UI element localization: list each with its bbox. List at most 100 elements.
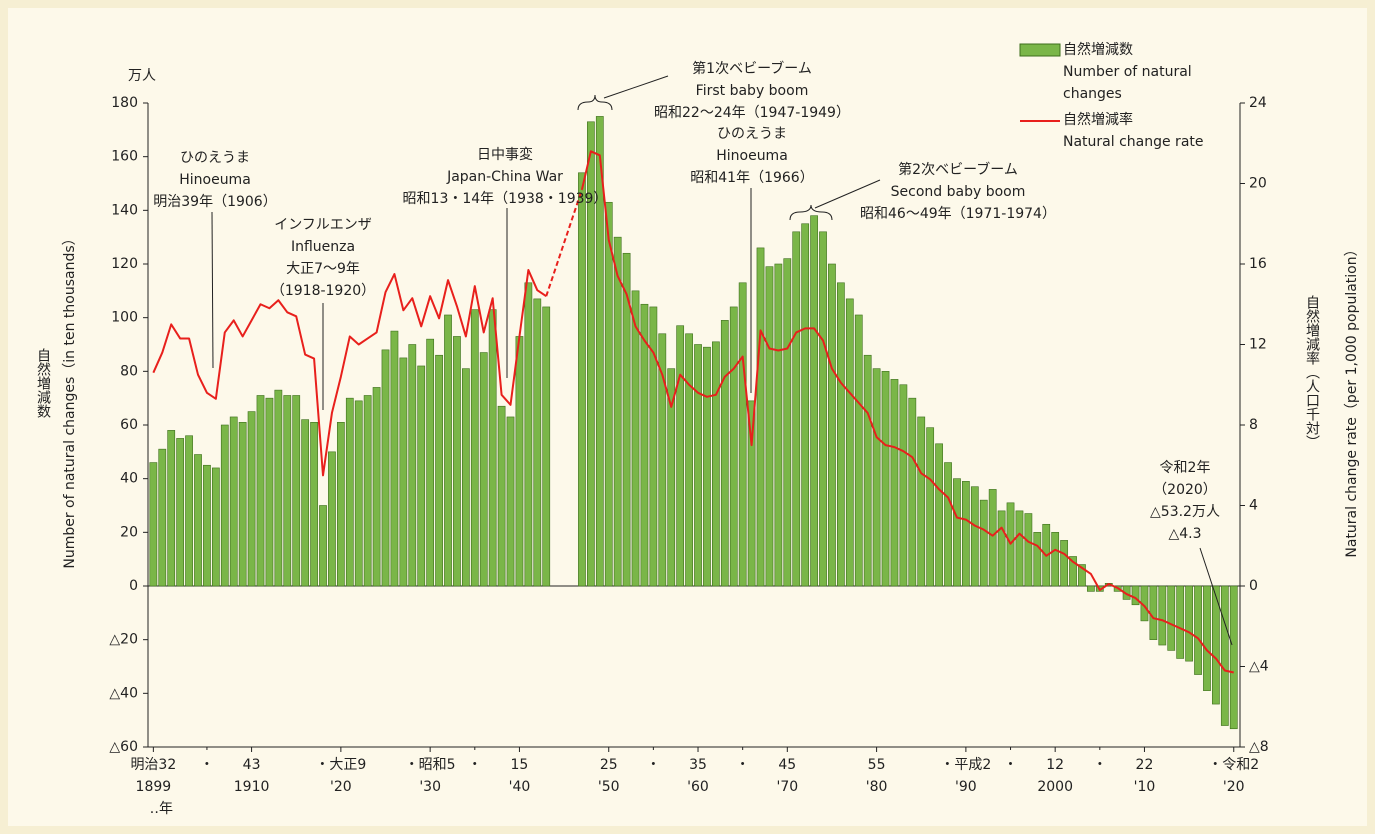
bar xyxy=(435,354,443,587)
x-minor-label: ・ xyxy=(468,757,482,773)
bar xyxy=(247,411,256,587)
x-era-label: 25 xyxy=(600,757,618,773)
brace xyxy=(577,94,613,111)
annotation: （2020） xyxy=(1153,482,1217,498)
bar xyxy=(426,338,435,587)
bar xyxy=(488,309,497,587)
x-minor-label: ・ xyxy=(736,757,750,773)
bar xyxy=(417,365,426,587)
bar xyxy=(1069,556,1077,587)
annotation: △4.3 xyxy=(1168,526,1201,542)
bar xyxy=(872,368,881,587)
y2-tick-label: 16 xyxy=(1249,256,1267,272)
annotation: 第2次ベビーブーム xyxy=(898,161,1018,178)
bar xyxy=(587,121,595,587)
legend-label-en: changes xyxy=(1063,86,1122,102)
bar xyxy=(935,443,943,587)
annotation: 第1次ベビーブーム xyxy=(692,60,812,77)
y2-tick-label: 24 xyxy=(1249,95,1267,111)
bar xyxy=(578,172,586,587)
y2-tick-label: 8 xyxy=(1249,417,1258,433)
bar xyxy=(997,510,1006,587)
bar xyxy=(1149,585,1158,640)
bar xyxy=(1176,585,1185,659)
bar xyxy=(837,282,845,587)
bar xyxy=(908,397,917,587)
x-tick-label: '70 xyxy=(776,779,798,795)
bar xyxy=(988,489,997,587)
bar xyxy=(203,464,211,587)
bar xyxy=(211,467,220,587)
annotation: ひのえうま xyxy=(717,126,787,142)
bar xyxy=(595,116,604,587)
y2-title-ja: 自然増減率（人口千対） xyxy=(1304,295,1320,449)
bar xyxy=(167,430,176,587)
y-tick-label: 60 xyxy=(120,417,138,433)
bar xyxy=(979,499,988,587)
annotation: 昭和46〜49年（1971-1974） xyxy=(860,206,1056,222)
annotation: 明治39年（1906） xyxy=(153,194,276,210)
bar xyxy=(765,266,774,587)
annotation: Japan-China War xyxy=(446,169,563,185)
bar xyxy=(1167,585,1176,651)
x-era-label: 55 xyxy=(868,757,886,773)
bar xyxy=(1033,532,1042,587)
x-tick-label: '30 xyxy=(419,779,441,795)
bar xyxy=(1212,585,1220,705)
bar xyxy=(354,400,363,587)
x-era-label: ・昭和5 xyxy=(405,757,456,773)
bar xyxy=(533,298,542,587)
bar xyxy=(792,231,801,587)
bar xyxy=(319,505,327,587)
bar xyxy=(810,215,818,587)
annotation: Hinoeuma xyxy=(179,172,251,188)
bar xyxy=(703,346,711,587)
x-era-label: 12 xyxy=(1046,757,1064,773)
y-tick-label: 160 xyxy=(111,149,138,165)
x-minor-label: ・ xyxy=(1004,757,1018,773)
bar xyxy=(1015,510,1024,587)
y-tick-label: △20 xyxy=(109,632,138,648)
x-minor-label: ・ xyxy=(1093,757,1107,773)
annotation: 昭和41年（1966） xyxy=(690,170,813,186)
bar xyxy=(1024,513,1033,587)
bar xyxy=(899,384,908,587)
x-minor-label: ・ xyxy=(200,757,214,773)
annotation: インフルエンザ xyxy=(274,217,372,233)
bar xyxy=(640,303,649,587)
x-era-label: 35 xyxy=(689,757,707,773)
x-tick-label: 1899 xyxy=(136,779,172,795)
y2-title: Natural change rate（per 1,000 population… xyxy=(1344,242,1360,557)
bar xyxy=(712,341,720,587)
y2-tick-label: △8 xyxy=(1249,739,1269,755)
x-era-label: 45 xyxy=(778,757,796,773)
bar xyxy=(542,306,551,587)
bar xyxy=(444,314,452,587)
bar xyxy=(1203,585,1211,691)
annotation-arrow xyxy=(814,179,881,209)
x-tick-label: 2000 xyxy=(1037,779,1073,795)
bar xyxy=(274,389,283,587)
bar xyxy=(756,247,765,587)
bar xyxy=(828,263,836,587)
bar xyxy=(381,349,390,587)
annotation: Second baby boom xyxy=(891,184,1026,200)
bar xyxy=(336,422,345,587)
annotation: △53.2万人 xyxy=(1150,504,1220,520)
bar xyxy=(926,427,935,587)
bar xyxy=(604,201,613,587)
bar xyxy=(229,416,238,587)
x-tick-label: 1910 xyxy=(234,779,270,795)
y-tick-label: 0 xyxy=(129,578,138,594)
bar xyxy=(497,405,506,587)
y2-tick-label: 20 xyxy=(1249,176,1267,192)
legend-label-en: Number of natural xyxy=(1063,64,1192,80)
bar xyxy=(345,397,354,587)
y-unit-label: 万人 xyxy=(128,68,156,84)
y-title: Number of natural changes（in ten thousan… xyxy=(62,231,78,568)
bar xyxy=(453,336,461,587)
bar xyxy=(819,231,827,587)
y-tick-label: 180 xyxy=(111,95,138,111)
bar xyxy=(1220,585,1229,726)
y-tick-label: 140 xyxy=(111,202,138,218)
